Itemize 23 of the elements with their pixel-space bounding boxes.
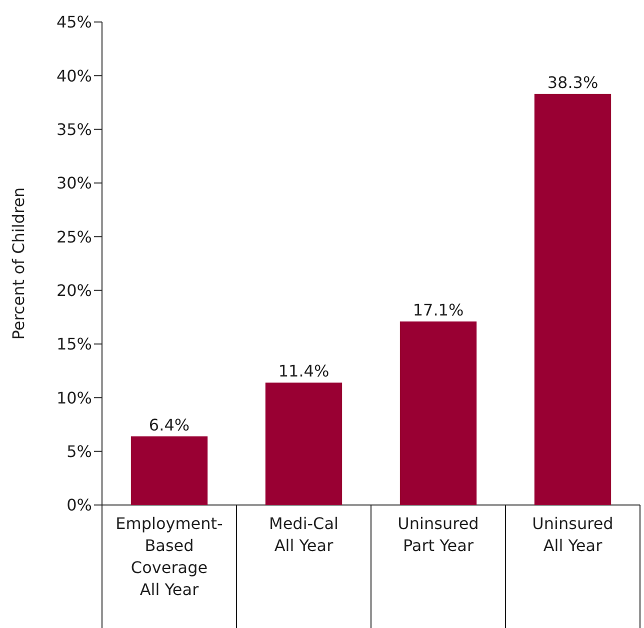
y-tick-label: 30% — [56, 174, 92, 193]
x-tick-label: Employment- Based Coverage All Year — [116, 514, 223, 599]
bar — [130, 436, 208, 505]
y-tick-label: 35% — [56, 120, 92, 139]
x-tick-label: Uninsured Part Year — [398, 514, 479, 555]
y-tick-label: 15% — [56, 334, 92, 354]
data-label: 38.3% — [547, 72, 598, 92]
y-tick-label: 45% — [56, 12, 92, 32]
data-label: 11.4% — [278, 362, 330, 381]
y-tick-label: 20% — [56, 280, 92, 300]
y-axis-title: Percent of Children — [9, 187, 28, 340]
data-label: 6.4% — [148, 415, 190, 434]
y-tick-label: 40% — [56, 66, 92, 86]
y-tick-label: 0% — [66, 496, 92, 515]
bar — [265, 382, 342, 505]
y-tick-label: 25% — [56, 227, 92, 246]
x-tick-label: Medi-Cal All Year — [269, 514, 338, 555]
y-tick-label: 10% — [56, 388, 92, 408]
bar — [534, 94, 612, 505]
data-label: 17.1% — [412, 300, 464, 320]
bar — [400, 321, 477, 505]
x-tick-label: Uninsured All Year — [532, 514, 614, 555]
y-tick-label: 5% — [66, 442, 92, 461]
